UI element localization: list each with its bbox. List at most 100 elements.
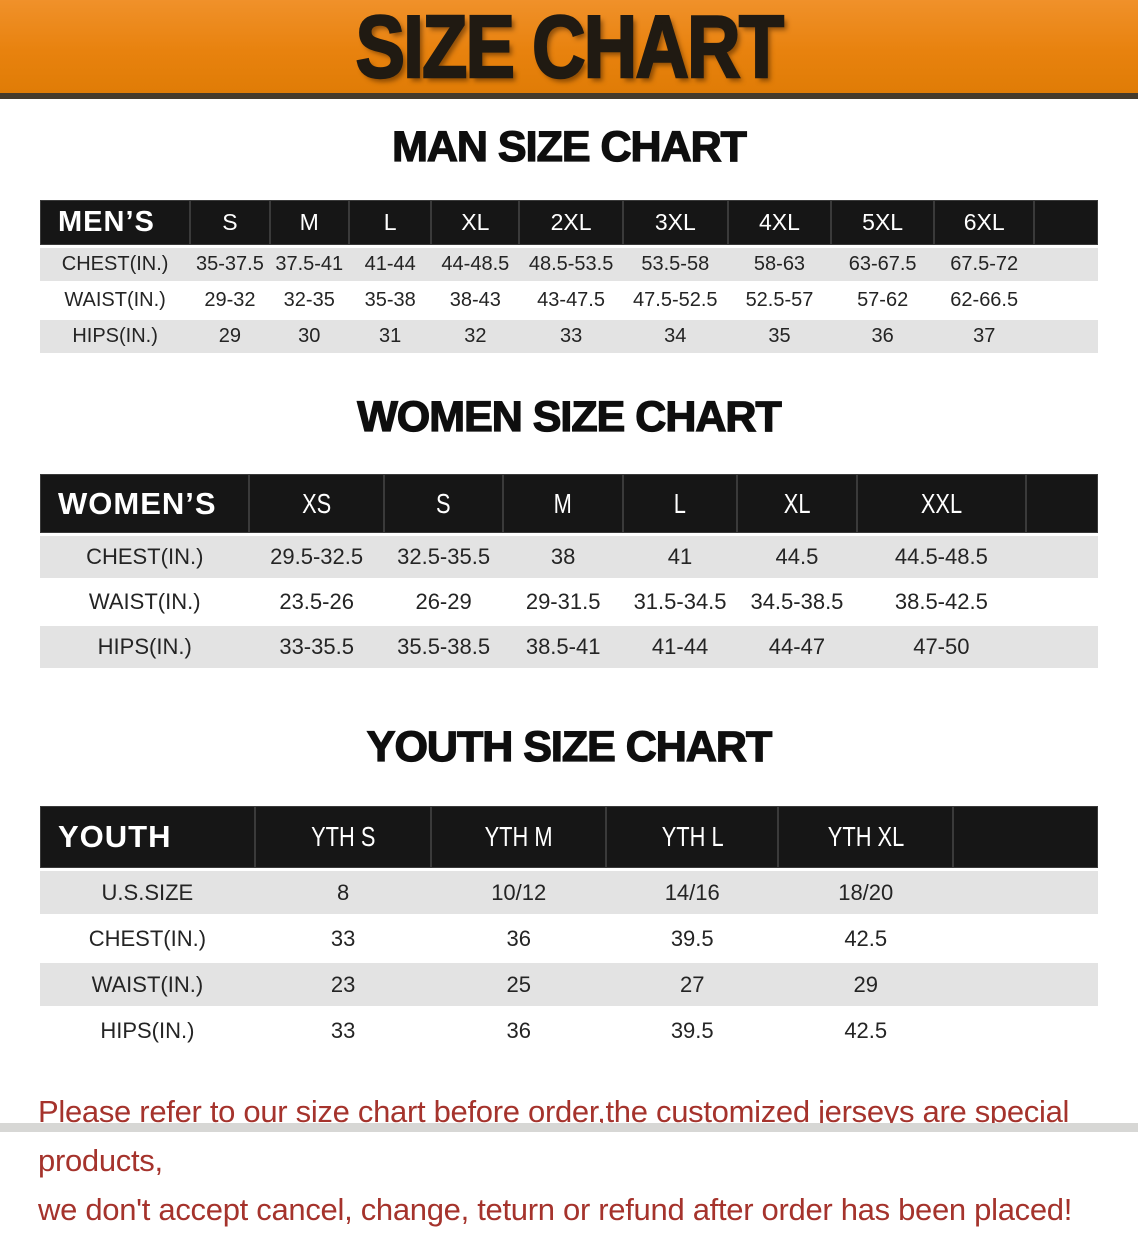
section-men: MAN SIZE CHART MEN’S S M L XL 2XL 3XL 4XL 5XL 6XL… — [0, 122, 1138, 356]
size-cell: 34 — [664, 325, 687, 347]
header-spacer — [1025, 474, 1098, 533]
table-row: CHEST(IN.) 29.5-32.5 32.5-35.5 38 41 44.5 44.5… — [40, 536, 1098, 578]
section-heading-youth: YOUTH SIZE CHART — [366, 722, 773, 771]
size-cell: 31.5-34.5 — [633, 589, 727, 614]
size-cell: 36 — [506, 925, 531, 951]
size-cell: 31 — [379, 325, 402, 347]
size-cell: 58-63 — [753, 253, 806, 275]
size-column-header: L — [622, 474, 738, 533]
size-cell: 33 — [330, 1017, 356, 1043]
size-cell: 44.5 — [775, 544, 819, 569]
size-cell: 37 — [973, 325, 996, 347]
row-spacer — [1026, 581, 1098, 623]
size-column-header: 6XL — [933, 200, 1035, 245]
size-cell: 8 — [336, 879, 350, 905]
size-column-header: S — [190, 200, 270, 245]
section-heading-women: WOMEN SIZE CHART — [357, 392, 783, 441]
table-row: HIPS(IN.) 33 36 39.5 42.5 — [40, 1009, 1098, 1052]
size-cell: 32.5-35.5 — [397, 544, 491, 569]
size-column-header: S — [383, 474, 504, 533]
men-size-table: MEN’S S M L XL 2XL 3XL 4XL 5XL 6XL CHEST(IN.) 35-37… — [40, 197, 1098, 356]
row-label: CHEST(IN.) — [86, 544, 204, 569]
size-cell: 42.5 — [844, 1017, 888, 1043]
size-cell: 29 — [218, 325, 242, 347]
size-cell: 38.5-42.5 — [894, 589, 988, 614]
row-spacer — [953, 917, 1098, 960]
size-column-header: M — [503, 474, 623, 533]
table-row: CHEST(IN.) 35-37.5 37.5-41 41-44 44-48.5 48.5… — [40, 248, 1098, 281]
size-cell: 38.5-41 — [525, 634, 601, 659]
size-cell: 41 — [667, 544, 693, 569]
size-cell: 29-31.5 — [525, 589, 601, 614]
size-cell: 23 — [330, 971, 356, 997]
row-label: CHEST(IN.) — [61, 253, 169, 275]
size-cell: 52.5-57 — [745, 289, 814, 311]
size-column-header: 5XL — [831, 200, 934, 245]
row-spacer — [1034, 284, 1098, 317]
size-column-header: YTH L — [606, 806, 779, 868]
women-size-table: WOMEN’S XS S M L XL XXL CHEST(IN.) 29.5-32.5 32.5… — [40, 471, 1098, 671]
size-cell: 48.5-53.5 — [528, 253, 614, 275]
table-row: WAIST(IN.) 29-32 32-35 35-38 38-43 43-47.5 47.… — [40, 284, 1098, 317]
header-spacer — [1034, 200, 1098, 245]
size-column-header: YTH XL — [778, 806, 954, 868]
youth-size-table: YOUTH YTH S YTH M YTH L YTH XL U.S.SIZE 8 10/12… — [40, 803, 1098, 1055]
size-column-header: 2XL — [519, 200, 623, 245]
size-cell: 53.5-58 — [641, 253, 710, 275]
size-cell: 44.5-48.5 — [894, 544, 988, 569]
size-cell: 47-50 — [913, 634, 970, 659]
size-cell: 57-62 — [857, 289, 909, 311]
size-cell: 63-67.5 — [848, 253, 917, 275]
table-row: WAIST(IN.) 23 25 27 29 — [40, 963, 1098, 1006]
size-cell: 33 — [330, 925, 356, 951]
table-row: HIPS(IN.) 33-35.5 35.5-38.5 38.5-41 41-44 44-… — [40, 626, 1098, 668]
row-label: WAIST(IN.) — [91, 971, 204, 997]
size-cell: 33 — [559, 325, 583, 347]
table-title: YOUTH — [40, 806, 255, 868]
row-spacer — [1034, 248, 1098, 281]
row-label: WAIST(IN.) — [64, 289, 166, 311]
size-cell: 34.5-38.5 — [750, 589, 844, 614]
row-label: HIPS(IN.) — [100, 1017, 195, 1043]
size-cell: 38-43 — [449, 289, 501, 311]
table-header-row: MEN’S S M L XL 2XL 3XL 4XL 5XL 6XL — [40, 200, 1098, 245]
table-title: MEN’S — [40, 200, 191, 245]
size-cell: 39.5 — [670, 925, 714, 951]
size-column-header: 3XL — [622, 200, 728, 245]
size-cell: 36 — [506, 1017, 531, 1043]
size-column-header: XS — [249, 474, 384, 533]
size-cell: 67.5-72 — [950, 253, 1019, 275]
size-cell: 38 — [550, 544, 576, 569]
size-cell: 35.5-38.5 — [397, 634, 491, 659]
row-label: HIPS(IN.) — [72, 325, 158, 347]
size-cell: 32 — [464, 325, 487, 347]
size-cell: 25 — [506, 971, 531, 997]
bottom-strip — [0, 1123, 1138, 1132]
row-spacer — [1034, 320, 1098, 353]
row-label: U.S.SIZE — [101, 879, 194, 905]
size-cell: 26-29 — [415, 589, 472, 614]
section-women: WOMEN SIZE CHART WOMEN’S XS S M L XL XXL CHEST(… — [0, 392, 1138, 671]
size-cell: 39.5 — [670, 1017, 714, 1043]
size-cell: 41-44 — [651, 634, 709, 659]
row-spacer — [953, 1009, 1098, 1052]
size-cell: 35-37.5 — [195, 253, 264, 275]
table-title: WOMEN’S — [40, 474, 250, 533]
size-column-header: L — [348, 200, 432, 245]
row-label: WAIST(IN.) — [88, 589, 201, 614]
size-cell: 29.5-32.5 — [270, 544, 364, 569]
size-cell: 43-47.5 — [537, 289, 605, 311]
section-heading-men: MAN SIZE CHART — [391, 122, 747, 171]
size-cell: 33-35.5 — [279, 634, 354, 659]
size-column-header: M — [269, 200, 349, 245]
size-cell: 32-35 — [283, 289, 335, 311]
table-header-row: YOUTH YTH S YTH M YTH L YTH XL — [40, 806, 1098, 868]
row-spacer — [1026, 626, 1098, 668]
size-cell: 37.5-41 — [275, 253, 344, 275]
size-cell: 23.5-26 — [279, 589, 354, 614]
size-cell: 29 — [853, 971, 878, 997]
size-cell: 35-38 — [364, 289, 416, 311]
disclaimer-line-2: we don't accept cancel, change, teturn o… — [38, 1192, 1073, 1227]
table-row: HIPS(IN.) 29 30 31 32 33 34 35 36 37 — [40, 320, 1098, 353]
size-cell: 29-32 — [204, 289, 256, 311]
